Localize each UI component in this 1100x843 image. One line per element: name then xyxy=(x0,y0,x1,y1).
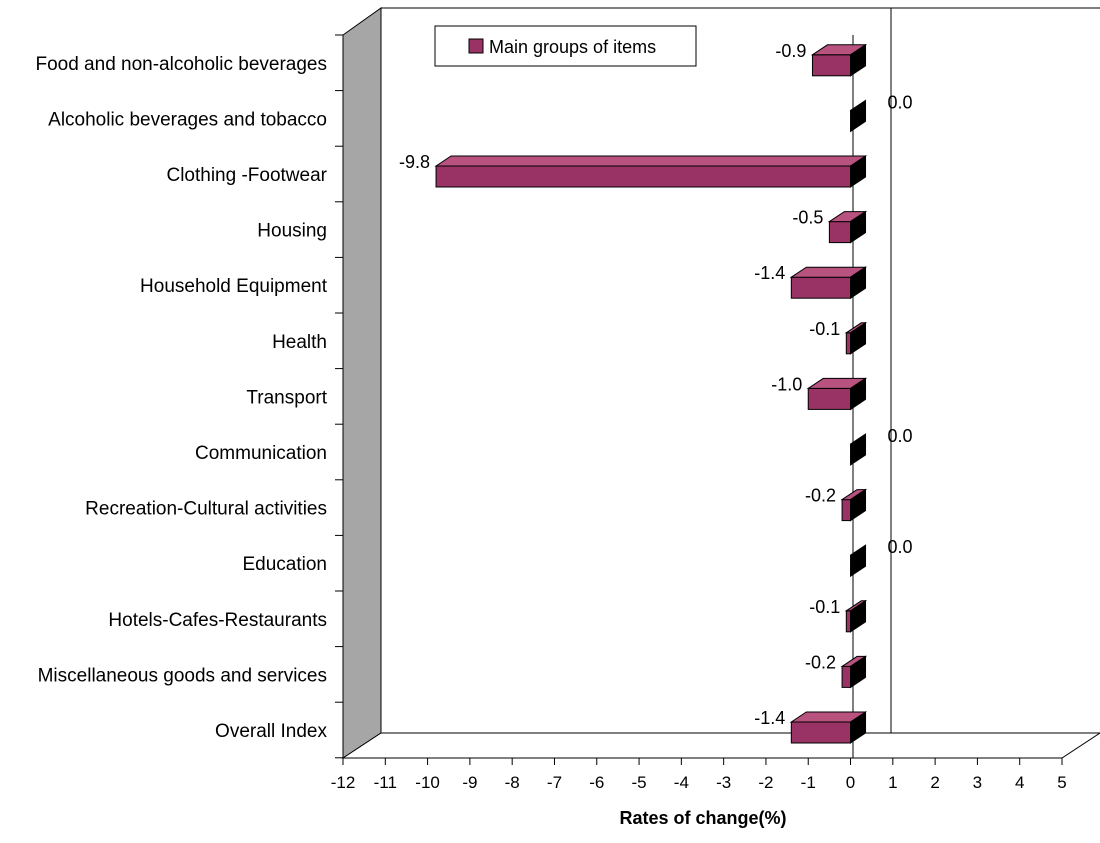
data-label: -1.4 xyxy=(754,708,785,728)
x-tick-label: 4 xyxy=(1015,773,1024,792)
category-label: Education xyxy=(242,554,327,575)
category-label: Overall Index xyxy=(215,721,327,742)
bar-front xyxy=(790,276,852,299)
category-label: Recreation-Cultural activities xyxy=(85,499,327,520)
bar-front xyxy=(811,54,852,77)
x-tick-label: -2 xyxy=(758,773,773,792)
x-tick-label: 5 xyxy=(1057,773,1066,792)
bar xyxy=(844,321,868,355)
data-label: -0.5 xyxy=(792,208,823,228)
data-label: 0.0 xyxy=(888,426,913,446)
x-tick-label: -3 xyxy=(716,773,731,792)
x-tick-label: -8 xyxy=(505,773,520,792)
bar-top xyxy=(434,155,868,167)
bar xyxy=(434,155,868,188)
x-tick-label: -7 xyxy=(547,773,562,792)
data-label: -9.8 xyxy=(399,152,430,172)
data-label: 0.0 xyxy=(888,92,913,112)
bar-side xyxy=(850,99,867,133)
bars xyxy=(434,43,868,744)
back-wall xyxy=(380,7,1100,733)
bar xyxy=(850,99,867,133)
x-tick-label: 0 xyxy=(846,773,855,792)
bar-side xyxy=(850,321,867,355)
data-label: -0.1 xyxy=(809,597,840,617)
bar xyxy=(840,655,868,689)
category-label: Miscellaneous goods and services xyxy=(38,665,327,686)
bar-front xyxy=(845,332,852,355)
bar-side xyxy=(850,544,867,578)
data-label: -0.9 xyxy=(775,41,806,61)
data-label: -0.2 xyxy=(805,652,836,672)
data-label: -1.4 xyxy=(754,263,785,283)
legend-swatch xyxy=(468,38,484,54)
bar-side xyxy=(850,155,867,188)
bar-side xyxy=(850,266,867,300)
bar-front xyxy=(435,165,852,188)
bar-front xyxy=(841,665,852,688)
x-tick-label: -1 xyxy=(801,773,816,792)
bar-side xyxy=(850,43,867,77)
bar xyxy=(844,599,868,633)
bar xyxy=(789,711,868,744)
floor xyxy=(341,732,1100,759)
bar-front xyxy=(845,610,852,633)
bar-front xyxy=(790,721,852,744)
x-tick-label: -11 xyxy=(374,773,397,792)
data-label: -1.0 xyxy=(771,374,802,394)
category-tick-marks xyxy=(335,34,343,759)
legend: Main groups of items xyxy=(434,25,697,67)
data-label: -0.1 xyxy=(809,319,840,339)
data-labels: -0.9 0.0 -9.8 -0.5 -1.4 -0.1 -1.0 0.0 -0.2 0.0 -0.… xyxy=(399,41,913,728)
category-label: Hotels-Cafes-Restaurants xyxy=(108,610,327,631)
x-tick-label: -10 xyxy=(415,773,440,792)
x-axis-title: Rates of change(%) xyxy=(619,808,786,828)
bar-side xyxy=(850,433,867,466)
bar-side xyxy=(850,599,867,633)
x-tick-label: -9 xyxy=(462,773,477,792)
bar-side xyxy=(850,210,867,244)
category-label: Communication xyxy=(195,443,327,464)
bar xyxy=(789,266,868,300)
bar xyxy=(806,377,868,411)
bar xyxy=(850,544,867,578)
data-label: 0.0 xyxy=(888,537,913,557)
bar xyxy=(840,488,868,522)
bar-side xyxy=(850,711,867,744)
bar xyxy=(810,43,868,77)
category-label: Clothing -Footwear xyxy=(166,165,327,186)
bar xyxy=(850,433,867,466)
x-tick-label: 2 xyxy=(930,773,939,792)
bar-front xyxy=(828,221,852,244)
bar-side xyxy=(850,655,867,689)
data-label: -0.2 xyxy=(805,486,836,506)
x-tick-label: 1 xyxy=(888,773,897,792)
x-tick-label: -6 xyxy=(589,773,604,792)
x-tick-label: -12 xyxy=(331,773,356,792)
bar xyxy=(827,210,868,244)
category-label: Health xyxy=(272,332,327,353)
x-tick-label: -4 xyxy=(674,773,689,792)
left-wall xyxy=(342,7,382,759)
x-tick-label: 3 xyxy=(973,773,982,792)
category-label: Household Equipment xyxy=(140,276,328,297)
x-axis-ticks: -12 -11 -10 -9 -8 -7 -6 -5 -4 -3 -2 -1 0 1 2 3 4 5 xyxy=(331,758,1067,792)
bar-front xyxy=(807,387,852,410)
category-label: Transport xyxy=(246,387,327,408)
x-tick-label: -5 xyxy=(631,773,646,792)
category-label: Food and non-alcoholic beverages xyxy=(35,54,327,75)
category-labels: Food and non-alcoholic beverages Alcoholi… xyxy=(35,54,327,742)
category-label: Alcoholic beverages and tobacco xyxy=(48,109,327,130)
category-label: Housing xyxy=(257,221,327,242)
bar-front xyxy=(841,499,852,522)
legend-label: Main groups of items xyxy=(489,37,656,57)
bar-side xyxy=(850,377,867,411)
bar-side xyxy=(850,488,867,522)
